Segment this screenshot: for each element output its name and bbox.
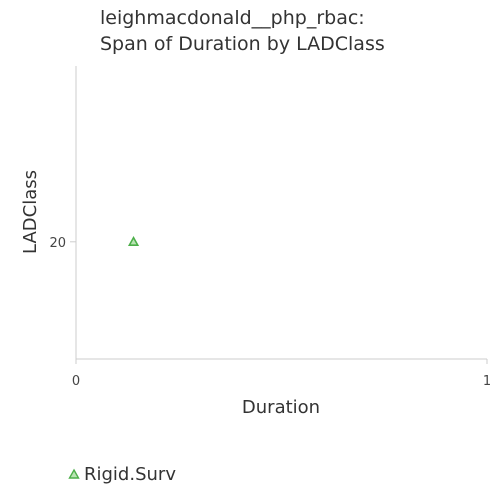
chart-title-line-2: Span of Duration by LADClass [100,33,385,55]
x-tick-label: 0 [72,374,80,389]
y-axis-label: LADClass [20,170,41,254]
chart-title: leighmacdonald__php_rbac: Span of Durati… [100,5,385,57]
data-point-triangle [127,235,140,246]
x-tick-label: 1 [483,374,491,389]
x-axis-label: Duration [242,397,320,418]
axes: 0 1 20 [49,66,491,389]
legend: Rigid.Surv [68,464,176,485]
legend-triangle-icon [68,464,80,485]
data-marks [127,235,140,246]
y-tick-label: 20 [49,236,66,251]
legend-label-rigid-surv: Rigid.Surv [84,464,176,485]
chart-title-line-1: leighmacdonald__php_rbac: [100,7,365,29]
